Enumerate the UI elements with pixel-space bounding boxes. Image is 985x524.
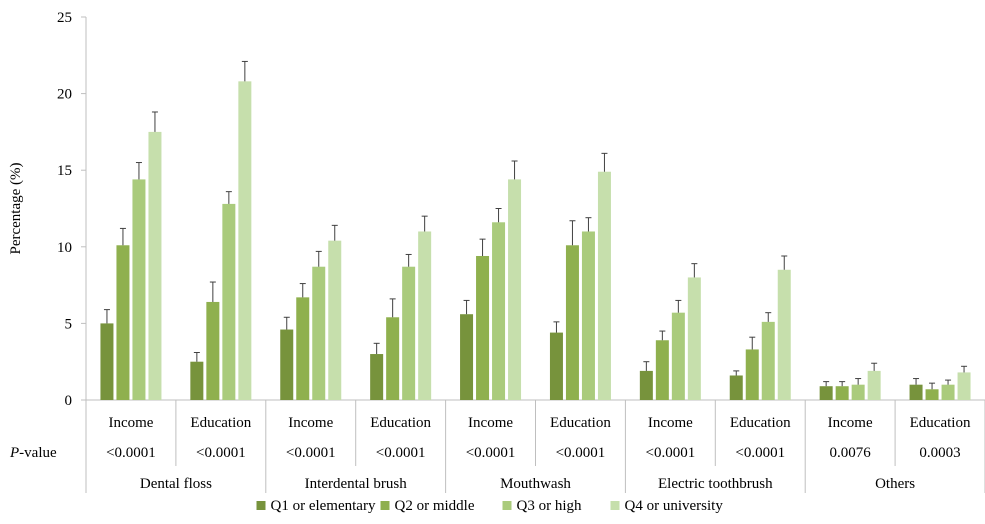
bar-q4-or-university bbox=[238, 81, 252, 401]
labels: 0 5 10 15 20 25 Percentage (%) P-value Income <0.… bbox=[8, 10, 971, 492]
group-label: Dental floss bbox=[140, 476, 212, 492]
legend-label: Q4 or university bbox=[625, 498, 724, 514]
y-axis-title: Percentage (%) bbox=[8, 162, 24, 254]
group-label: Mouthwash bbox=[500, 476, 571, 492]
bar-q3-or-high bbox=[132, 179, 146, 400]
y-tick-label: 0 bbox=[65, 393, 73, 409]
group-label: Others bbox=[875, 476, 915, 492]
bar-q3-or-high bbox=[851, 384, 865, 400]
bar-q1-or-elementary bbox=[190, 361, 204, 400]
p-value: 0.0003 bbox=[919, 445, 960, 461]
bar-q1-or-elementary bbox=[819, 386, 833, 400]
legend-swatch-q2-or-middle bbox=[380, 501, 390, 510]
group-label: Electric toothbrush bbox=[658, 476, 773, 492]
bar-q3-or-high bbox=[761, 321, 775, 400]
legend-swatch-q3-or-high bbox=[502, 501, 512, 510]
category-label: Income bbox=[828, 415, 873, 431]
bars bbox=[100, 60, 971, 401]
bar-q3-or-high bbox=[671, 312, 685, 400]
p-value-header: P-value bbox=[9, 445, 57, 461]
legend-swatch-q1-or-elementary bbox=[256, 501, 266, 510]
bar-q3-or-high bbox=[402, 266, 416, 400]
legend-label: Q3 or high bbox=[517, 498, 582, 514]
category-label: Income bbox=[288, 415, 333, 431]
bar-q2-or-middle bbox=[655, 340, 669, 400]
bar-q4-or-university bbox=[418, 231, 432, 400]
bar-q4-or-university bbox=[597, 171, 611, 400]
p-value-header-italic: P bbox=[9, 445, 19, 461]
bar-q2-or-middle bbox=[565, 245, 579, 400]
p-value-header-rest: -value bbox=[19, 445, 57, 461]
bar-q4-or-university bbox=[328, 240, 342, 400]
bar-q4-or-university bbox=[957, 372, 971, 400]
bar-q2-or-middle bbox=[835, 386, 849, 400]
y-tick-label: 20 bbox=[57, 87, 72, 103]
bar-q4-or-university bbox=[508, 179, 522, 400]
bar-q4-or-university bbox=[687, 277, 701, 400]
bar-q1-or-elementary bbox=[460, 314, 474, 400]
axes bbox=[81, 16, 985, 493]
category-label: Income bbox=[648, 415, 693, 431]
category-label: Education bbox=[190, 415, 251, 431]
p-value: <0.0001 bbox=[286, 445, 336, 461]
bar-q2-or-middle bbox=[925, 389, 939, 400]
bar-q1-or-elementary bbox=[370, 354, 384, 400]
bar-q2-or-middle bbox=[386, 317, 400, 400]
bar-q1-or-elementary bbox=[729, 375, 743, 400]
category-label: Education bbox=[730, 415, 791, 431]
bar-q4-or-university bbox=[867, 370, 881, 400]
p-value: <0.0001 bbox=[735, 445, 785, 461]
bar-q2-or-middle bbox=[116, 245, 130, 400]
bar-q4-or-university bbox=[148, 131, 162, 400]
p-value: <0.0001 bbox=[196, 445, 246, 461]
bar-q2-or-middle bbox=[745, 349, 759, 400]
bar-q3-or-high bbox=[222, 203, 236, 400]
group-label: Interdental brush bbox=[305, 476, 408, 492]
bar-q3-or-high bbox=[941, 384, 955, 400]
category-label: Income bbox=[468, 415, 513, 431]
bar-q1-or-elementary bbox=[639, 370, 653, 400]
y-tick-label: 25 bbox=[57, 10, 72, 26]
category-label: Education bbox=[910, 415, 971, 431]
legend-label: Q1 or elementary bbox=[271, 498, 376, 514]
y-tick-label: 5 bbox=[65, 316, 73, 332]
p-value: 0.0076 bbox=[830, 445, 872, 461]
bar-q2-or-middle bbox=[476, 255, 490, 400]
p-value: <0.0001 bbox=[376, 445, 426, 461]
bar-q1-or-elementary bbox=[909, 384, 923, 400]
bar-q2-or-middle bbox=[296, 297, 310, 400]
category-label: Income bbox=[108, 415, 153, 431]
p-value: <0.0001 bbox=[466, 445, 516, 461]
bar-q3-or-high bbox=[312, 266, 326, 400]
bar-q3-or-high bbox=[581, 231, 595, 400]
bar-q1-or-elementary bbox=[549, 332, 563, 400]
bar-q1-or-elementary bbox=[100, 323, 114, 400]
p-value: <0.0001 bbox=[556, 445, 606, 461]
bar-q3-or-high bbox=[492, 222, 506, 400]
bar-q2-or-middle bbox=[206, 301, 220, 400]
y-tick-label: 15 bbox=[57, 163, 72, 179]
category-label: Education bbox=[370, 415, 431, 431]
bar-q1-or-elementary bbox=[280, 329, 294, 400]
p-value: <0.0001 bbox=[106, 445, 156, 461]
legend-swatch-q4-or-university bbox=[610, 501, 620, 510]
legend: Q1 or elementary Q2 or middle Q3 or high Q4… bbox=[256, 498, 724, 514]
category-label: Education bbox=[550, 415, 611, 431]
bar-q4-or-university bbox=[777, 269, 791, 400]
y-tick-label: 10 bbox=[57, 240, 72, 256]
legend-label: Q2 or middle bbox=[395, 498, 475, 514]
p-value: <0.0001 bbox=[645, 445, 695, 461]
